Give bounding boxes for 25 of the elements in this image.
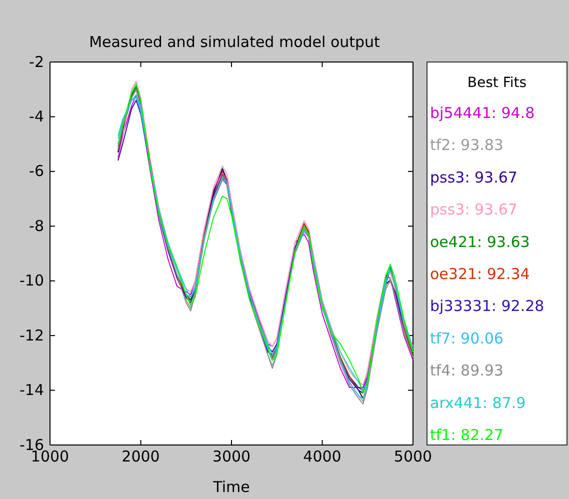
- text: pss3: 93.67: [430, 200, 518, 219]
- y-tick-label: -12: [20, 326, 44, 344]
- y-tick-label: -2: [29, 52, 44, 71]
- y-tick-label: -4: [29, 108, 44, 126]
- text: oe321: 92.34: [430, 265, 530, 283]
- x-tick-label: 5000: [394, 448, 432, 466]
- y-tick-label: -6: [29, 162, 44, 180]
- y-tick-label: -14: [20, 381, 44, 400]
- series-label: tf4: 89.93: [430, 362, 504, 380]
- series-label: tf7: 90.06: [430, 329, 504, 348]
- series-label: bj33331: 92.28: [430, 297, 544, 316]
- text: tf1: 82.27: [430, 426, 504, 444]
- y-tick-label: -8: [29, 216, 44, 235]
- text: bj54441: 94.8: [430, 104, 535, 122]
- chart-title: Measured and simulated model output: [89, 33, 380, 51]
- text: tf2: 93.83: [430, 136, 504, 154]
- x-axis-title: Time: [212, 478, 250, 496]
- x-tick-label: 3000: [212, 448, 251, 466]
- x-tick-label: 2000: [122, 448, 160, 466]
- x-tick-label: 4000: [303, 448, 342, 466]
- legend-title: Best Fits: [467, 75, 527, 91]
- y-tick-label: -10: [20, 272, 44, 290]
- text: pss3: 93.67: [430, 168, 518, 186]
- text: oe421: 93.63: [430, 232, 530, 251]
- text: arx441: 87.9: [430, 394, 526, 412]
